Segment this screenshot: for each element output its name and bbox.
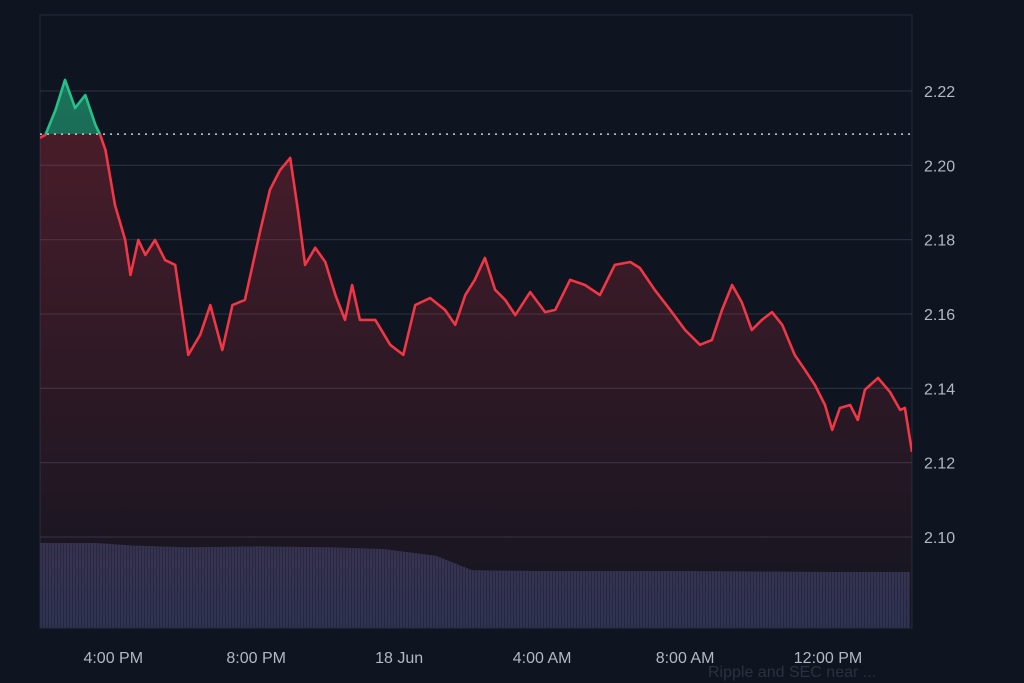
x-tick-label: 4:00 PM bbox=[83, 650, 143, 667]
y-tick-label: 2.14 bbox=[924, 381, 955, 398]
y-tick-label: 2.12 bbox=[924, 456, 955, 473]
x-tick-label: 8:00 PM bbox=[226, 650, 286, 667]
y-tick-label: 2.18 bbox=[924, 233, 955, 250]
news-caption[interactable]: Ripple and SEC near ... bbox=[708, 664, 877, 681]
x-tick-label: 8:00 AM bbox=[656, 650, 715, 667]
price-line-down bbox=[40, 134, 912, 453]
x-tick-label: 18 Jun bbox=[375, 650, 423, 667]
y-tick-label: 2.16 bbox=[924, 307, 955, 324]
x-tick-label: 4:00 AM bbox=[513, 650, 572, 667]
y-tick-label: 2.22 bbox=[924, 84, 955, 101]
y-tick-label: 2.10 bbox=[924, 530, 955, 547]
x-tick-label: 12:00 PM bbox=[794, 650, 862, 667]
y-tick-label: 2.20 bbox=[924, 158, 955, 175]
area-below-baseline bbox=[40, 134, 912, 628]
